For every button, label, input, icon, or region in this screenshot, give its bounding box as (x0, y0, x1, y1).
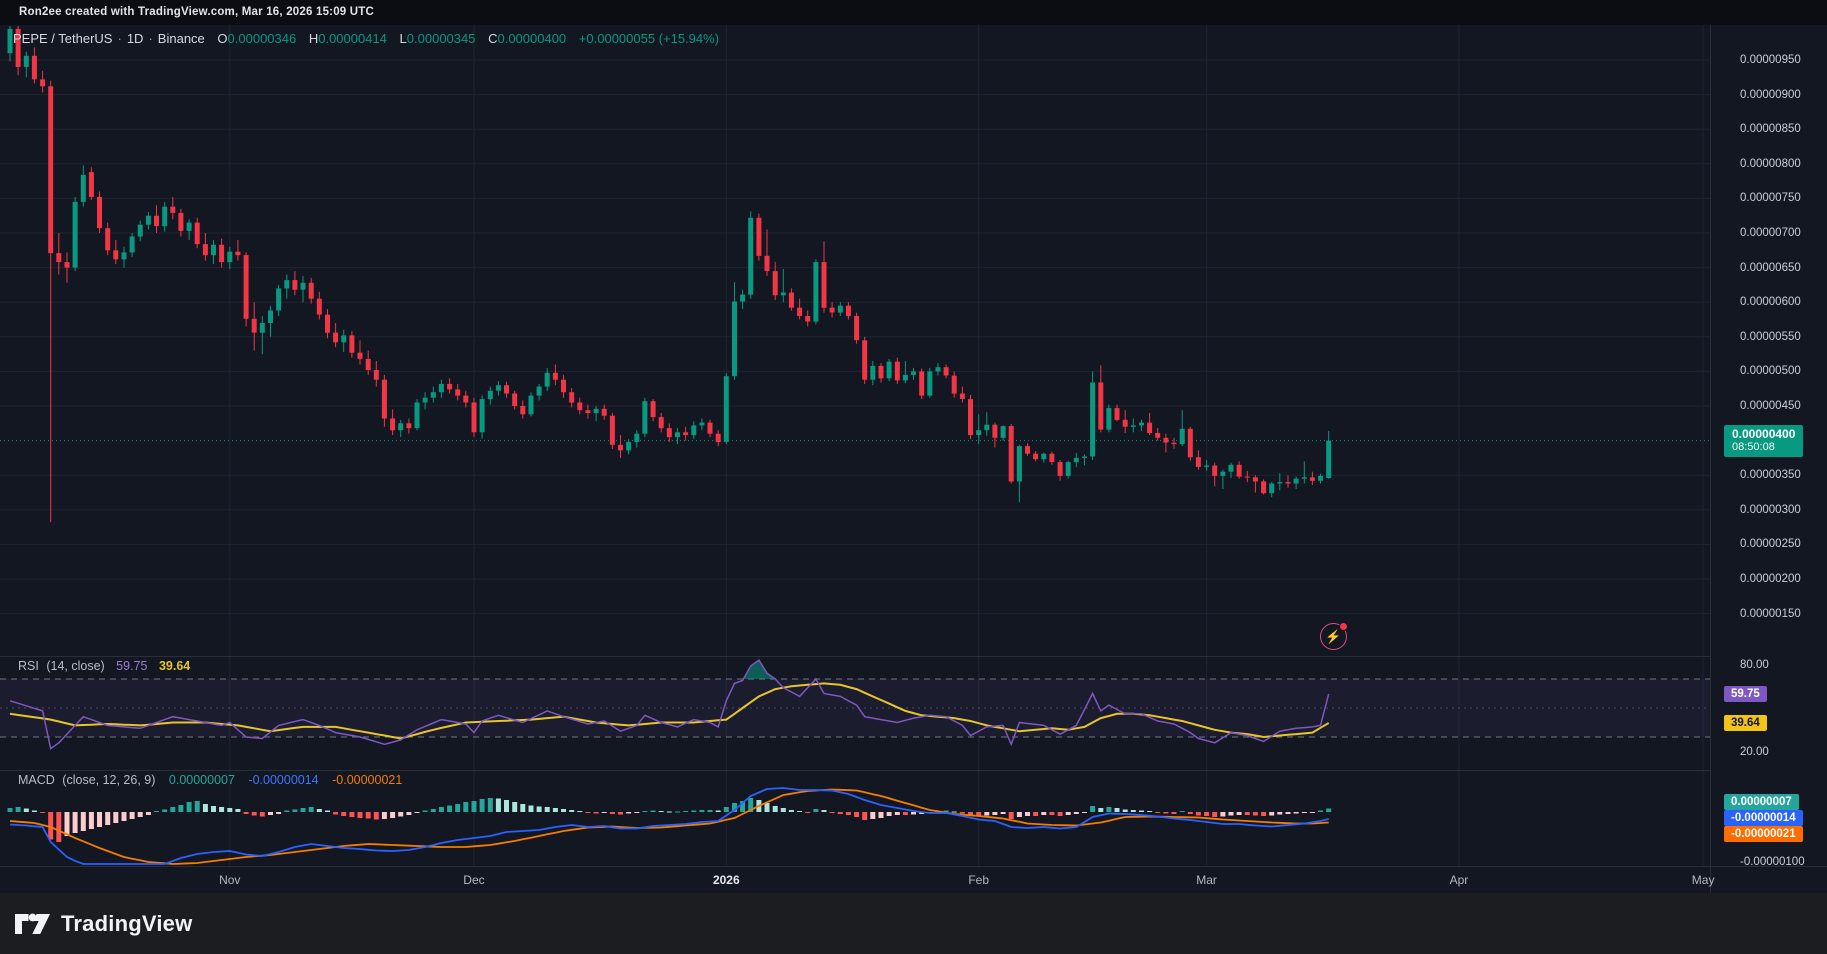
rsi-params: (14, close) (46, 659, 105, 673)
rsi-tick-label: 20.00 (1740, 745, 1769, 758)
macd-value-badge: -0.00000014 (1724, 810, 1803, 826)
rsi-value-badge: 39.64 (1724, 715, 1767, 732)
notification-dot-icon (1339, 622, 1348, 631)
macd-legend[interactable]: MACD (close, 12, 26, 9) 0.00000007 -0.00… (18, 773, 402, 787)
price-tick-label: 0.00000600 (1740, 296, 1801, 309)
price-tick-label: 0.00000200 (1740, 573, 1801, 585)
price-tick-label: 0.00000650 (1740, 261, 1801, 274)
macd-signal-value: -0.00000021 (332, 773, 403, 787)
rsi-value-badge: 59.75 (1724, 685, 1767, 702)
price-tick-label: 0.00000450 (1740, 400, 1801, 412)
price-tick-label: 0.00000850 (1740, 123, 1801, 136)
price-tick-label: 0.00000150 (1740, 607, 1801, 620)
price-tick-label: 0.00000500 (1740, 365, 1801, 378)
flash-boost-button[interactable]: ⚡ (1320, 622, 1348, 650)
interval-label: 1D (126, 31, 144, 46)
price-tick-label: 0.00000750 (1740, 192, 1801, 205)
last-price-value: 0.00000400 (1732, 426, 1796, 441)
price-tick-label: 0.00000250 (1740, 538, 1801, 551)
price-tick-label: 0.00000550 (1740, 330, 1801, 343)
symbol-title: PEPE / TetherUS (13, 31, 113, 46)
time-tick-label-apr: Apr (1449, 873, 1469, 887)
macd-line-value: -0.00000014 (248, 773, 319, 787)
open-value: 0.00000346 (227, 31, 297, 46)
low-label: L (399, 31, 407, 46)
time-tick-label-2026: 2026 (712, 873, 740, 887)
change-value: +0.00000055 (+15.94%) (578, 31, 720, 46)
attribution-text: Ron2ee created with TradingView.com, Mar… (19, 6, 375, 18)
price-tick-label: 0.00000900 (1740, 88, 1801, 101)
rsi-tick-label: 80.00 (1740, 658, 1769, 671)
exchange-label: Binance (157, 31, 205, 46)
time-tick-label-mar: Mar (1196, 873, 1217, 887)
macd-title: MACD (18, 773, 55, 787)
rsi-title: RSI (18, 659, 39, 673)
macd-params: (close, 12, 26, 9) (62, 773, 156, 787)
macd-tick-label: -0.00000100 (1740, 856, 1805, 868)
legend-separator: · (148, 31, 153, 46)
close-value: 0.00000400 (497, 31, 567, 46)
rsi-value: 59.75 (116, 659, 148, 673)
time-tick-label-nov: Nov (219, 873, 241, 887)
open-label: O (217, 31, 228, 46)
footer-bar: TradingView (0, 893, 1827, 954)
price-tick-label: 0.00000800 (1740, 157, 1801, 170)
attribution-bar: Ron2ee created with TradingView.com, Mar… (0, 0, 1827, 25)
rsi-ma-value: 39.64 (158, 659, 191, 673)
time-tick-label-feb: Feb (968, 873, 989, 887)
bar-close-countdown: 08:50:08 (1732, 440, 1775, 453)
tradingview-logo-icon[interactable] (14, 909, 51, 939)
high-label: H (308, 31, 319, 46)
symbol-legend[interactable]: PEPE / TetherUS · 1D · Binance O0.00000346 H… (13, 31, 719, 46)
macd-value-badge: -0.00000021 (1724, 826, 1803, 842)
macd-hist-value: 0.00000007 (168, 773, 235, 787)
legend-separator: · (117, 31, 122, 46)
price-tick-label: 0.00000300 (1740, 503, 1801, 516)
price-tick-label: 0.00000950 (1740, 54, 1801, 66)
time-axis[interactable]: Nov Dec 2026 Feb Mar Apr May (0, 866, 1827, 894)
time-tick-label-dec: Dec (463, 873, 485, 887)
rsi-legend[interactable]: RSI (14, close) 59.75 39.64 (18, 659, 190, 673)
close-label: C (488, 31, 498, 46)
macd-value-badge: 0.00000007 (1724, 794, 1799, 810)
tradingview-wordmark[interactable]: TradingView (61, 910, 193, 936)
last-price-badge: 0.00000400 08:50:08 (1724, 424, 1804, 457)
price-tick-label: 0.00000700 (1740, 227, 1801, 239)
low-value: 0.00000345 (406, 31, 476, 46)
high-value: 0.00000414 (318, 31, 387, 46)
time-tick-label-may: May (1691, 873, 1715, 887)
price-tick-label: 0.00000350 (1740, 469, 1801, 482)
